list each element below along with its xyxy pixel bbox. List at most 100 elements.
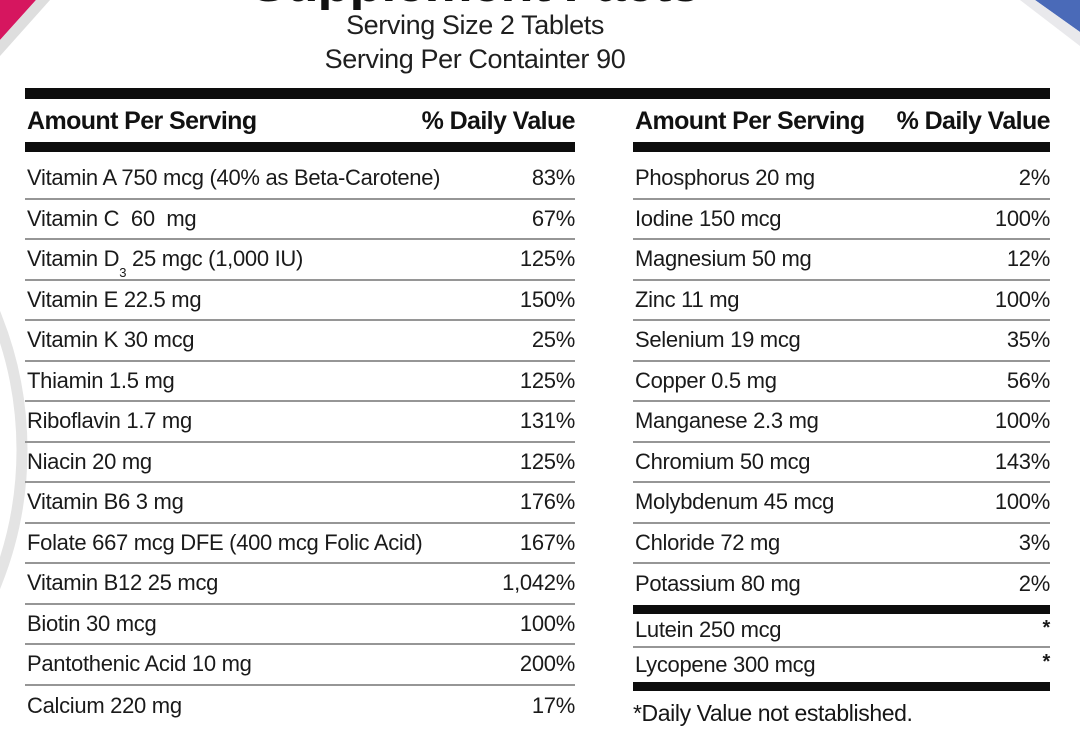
blue-corner-decoration (1020, 0, 1080, 46)
nutrient-name-text: Phosphorus 20 mg (635, 165, 815, 191)
nutrient-name: Riboflavin 1.7 mg (25, 408, 192, 434)
daily-value: 100% (994, 205, 1050, 231)
table-row: Magnesium 50 mg 12% (633, 240, 1050, 281)
table-row: Chromium 50 mcg 143% (633, 443, 1050, 483)
daily-value: 2% (1018, 165, 1051, 191)
nutrient-name-text: Biotin 30 mcg (27, 610, 157, 636)
nutrient-name-text: Copper 0.5 mg (635, 367, 777, 393)
table-row: Folate 667 mcg DFE (400 mcg Folic Acid) … (25, 524, 575, 564)
right-nutrient-table: Amount Per Serving % Daily Value Phospho… (633, 104, 1051, 727)
nutrient-name-text: Chloride 72 mg (635, 529, 780, 555)
nutrient-name: Thiamin 1.5 mg (25, 368, 175, 394)
daily-value: 67% (531, 205, 575, 231)
table-row: Lycopene 300 mcg * (633, 648, 1050, 682)
daily-value: 100% (994, 286, 1050, 312)
table-row: Lutein 250 mcg * (633, 614, 1050, 648)
left-table-rows: Vitamin A 750 mcg (40% as Beta-Carotene)… (25, 159, 575, 726)
daily-value: 56% (1006, 367, 1050, 393)
nutrient-name-text: Magnesium 50 mg (635, 246, 812, 272)
daily-value-footnote: *Daily Value not established. (633, 699, 913, 726)
nutrient-name-subscript: 3 (119, 264, 127, 280)
daily-value: 125% (519, 448, 575, 474)
daily-value: 12% (1006, 246, 1050, 272)
daily-value: 17% (531, 692, 575, 718)
nutrient-name-text: Chromium 50 mcg (635, 448, 811, 474)
nutrient-name: Lutein 250 mcg (633, 617, 782, 643)
nutrient-name-text: Riboflavin 1.7 mg (27, 408, 192, 434)
nutrient-name-text: Iodine 150 mcg (635, 205, 782, 231)
table-row: Potassium 80 mg 2% (633, 564, 1050, 605)
daily-value: 2% (1018, 571, 1051, 597)
table-row: Selenium 19 mcg 35% (633, 321, 1050, 362)
table-row: Vitamin K 30 mcg 25% (25, 321, 575, 362)
left-table-header: Amount Per Serving % Daily Value (25, 104, 576, 152)
nutrient-name: Molybdenum 45 mcg (633, 489, 834, 515)
nutrient-name-text: Lycopene 300 mcg (635, 651, 816, 677)
nutrient-name: Pantothenic Acid 10 mg (25, 651, 252, 677)
nutrient-name: Vitamin E 22.5 mg (25, 287, 202, 313)
nutrient-name: Copper 0.5 mg (633, 368, 777, 394)
daily-value-asterisk: * (1042, 616, 1051, 639)
nutrient-name: Phosphorus 20 mg (633, 165, 815, 191)
daily-value-header: % Daily Value (421, 107, 576, 135)
nutrient-name: Zinc 11 mg (633, 287, 739, 313)
daily-value: 143% (994, 448, 1050, 474)
nutrient-name: Vitamin K 30 mcg (25, 327, 195, 353)
nutrient-name: Calcium 220 mg (25, 693, 182, 719)
right-table-header: Amount Per Serving % Daily Value (633, 104, 1051, 152)
nutrient-name: Selenium 19 mcg (633, 327, 801, 353)
nutrient-name-rest: 25 mgc (1,000 IU) (126, 246, 303, 272)
table-row: Riboflavin 1.7 mg 131% (25, 402, 575, 443)
section-divider-bar (633, 604, 1050, 614)
nutrient-name: Magnesium 50 mg (633, 246, 812, 272)
nutrient-name: Vitamin B12 25 mcg (25, 570, 218, 596)
nutrient-name-text: Folate 667 mcg DFE (400 mcg Folic Acid) (27, 529, 423, 555)
serving-size-text: Serving Size 2 Tablets (346, 10, 604, 40)
nutrient-name-text: Pantothenic Acid 10 mg (27, 651, 252, 677)
nutrient-name-text: Vitamin A 750 mcg (40% as Beta-Carotene) (27, 165, 441, 191)
table-row: Zinc 11 mg 100% (633, 281, 1050, 321)
daily-value: 200% (519, 651, 575, 677)
daily-value: 125% (519, 367, 575, 393)
nutrient-name: Manganese 2.3 mg (633, 408, 819, 434)
nutrient-name-text: Vitamin D (27, 246, 120, 272)
nutrient-name-text: Zinc 11 mg (635, 286, 740, 312)
nutrient-name-text: Vitamin C 60 mg (27, 205, 197, 231)
daily-value: 131% (519, 408, 575, 434)
table-row: Vitamin B12 25 mcg 1,042% (25, 564, 575, 605)
table-row: Niacin 20 mg 125% (25, 443, 575, 483)
table-row: Vitamin A 750 mcg (40% as Beta-Carotene)… (25, 159, 575, 200)
daily-value: 100% (994, 489, 1050, 515)
amount-per-serving-header: Amount Per Serving (27, 107, 257, 135)
daily-value: 100% (994, 408, 1050, 434)
daily-value-asterisk: * (1042, 650, 1051, 673)
table-row: Chloride 72 mg 3% (633, 524, 1051, 564)
table-row: Vitamin E 22.5 mg 150% (25, 281, 575, 321)
nutrient-name: Iodine 150 mcg (633, 205, 782, 232)
daily-value: 167% (519, 529, 575, 555)
right-table-rows: Phosphorus 20 mg 2% Iodine 150 mcg 100% … (633, 159, 1050, 605)
daily-value: 176% (519, 489, 575, 515)
table-row: Biotin 30 mcg 100% (25, 605, 575, 645)
table-row: Manganese 2.3 mg 100% (633, 402, 1050, 443)
nutrient-name: Vitamin D3 25 mgc (1,000 IU) (25, 246, 303, 278)
nutrient-name: Chromium 50 mcg (633, 448, 811, 475)
nutrient-name: Niacin 20 mg (25, 449, 152, 475)
nutrient-name-text: Selenium 19 mcg (635, 327, 801, 353)
nutrient-name: Chloride 72 mg (633, 530, 780, 556)
daily-value: 3% (1018, 529, 1051, 555)
nutrient-name-text: Niacin 20 mg (27, 448, 152, 474)
label-header: Supplement Facts Serving Size 2 Tablets … (0, 0, 950, 76)
nutrient-name-text: Vitamin K 30 mcg (27, 327, 195, 353)
nutrient-name-text: Vitamin B12 25 mcg (27, 570, 219, 596)
nutrient-name: Vitamin C 60 mg (25, 205, 197, 232)
table-row: Vitamin C 60 mg 67% (25, 200, 575, 240)
nutrient-name-text: Molybdenum 45 mcg (635, 489, 835, 515)
amount-per-serving-header: Amount Per Serving (635, 107, 865, 135)
nutrient-name: Folate 667 mcg DFE (400 mcg Folic Acid) (25, 529, 423, 556)
clipped-title: Supplement Facts (0, 0, 950, 10)
table-row: Calcium 220 mg 17% (25, 686, 575, 727)
daily-value: 25% (531, 327, 575, 353)
daily-value: 83% (531, 165, 575, 191)
table-row: Vitamin D3 25 mgc (1,000 IU) 125% (25, 240, 575, 281)
